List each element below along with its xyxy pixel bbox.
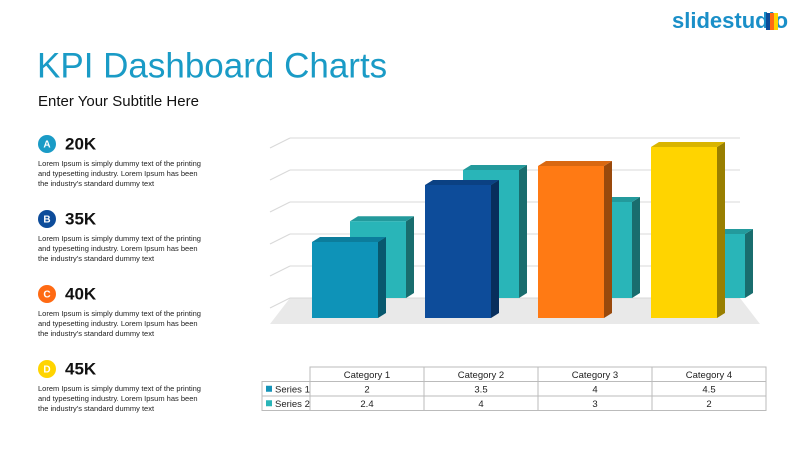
kpi-text: and typesetting industry. Lorem Ipsum ha…: [38, 169, 198, 178]
bar: [651, 142, 725, 318]
kpi-value: 45K: [65, 359, 97, 378]
category-label: Category 4: [686, 370, 732, 381]
badge: [38, 285, 56, 303]
bar-front: [312, 242, 378, 318]
table-value: 2.4: [360, 399, 373, 410]
bar-top: [350, 216, 414, 222]
badge-letter: C: [43, 290, 50, 301]
bar-top: [651, 142, 725, 147]
kpi-text: the industry's standard dummy text: [38, 179, 155, 188]
series-name: Series 2: [275, 399, 310, 410]
bar-top: [425, 180, 499, 185]
bar: [538, 161, 612, 318]
kpi-value: 20K: [65, 134, 97, 153]
kpi-text: the industry's standard dummy text: [38, 254, 155, 263]
kpi-value: 40K: [65, 284, 97, 303]
badge: [38, 360, 56, 378]
grid-line: [269, 297, 291, 309]
table-value: 4.5: [702, 384, 715, 395]
grid-line: [269, 265, 291, 277]
bar-top: [463, 165, 527, 170]
logo-icon: [774, 13, 778, 30]
kpi-text: Lorem Ipsum is simply dummy text of the …: [38, 384, 201, 393]
kpi-text: the industry's standard dummy text: [38, 329, 155, 338]
bar-front: [651, 147, 717, 318]
logo-icon: [770, 13, 774, 30]
grid-line: [269, 169, 291, 181]
series-name: Series 1: [275, 384, 310, 395]
kpi-text: Lorem Ipsum is simply dummy text of the …: [38, 234, 201, 243]
kpi-text: Lorem Ipsum is simply dummy text of the …: [38, 159, 201, 168]
badge: [38, 210, 56, 228]
bar-front: [425, 185, 491, 318]
grid-line: [269, 201, 291, 213]
bar: [312, 237, 386, 318]
category-label: Category 3: [572, 370, 618, 381]
badge-letter: D: [43, 365, 50, 376]
bar-side: [745, 229, 753, 298]
legend-swatch: [266, 385, 272, 392]
kpi-value: 35K: [65, 209, 97, 228]
bar-side: [717, 142, 725, 318]
kpi-text: and typesetting industry. Lorem Ipsum ha…: [38, 319, 198, 328]
badge: [38, 135, 56, 153]
table-value: 3.5: [474, 384, 487, 395]
bar-side: [406, 216, 414, 298]
bar-front: [538, 166, 604, 318]
legend-swatch: [266, 400, 272, 407]
logo-icon: [766, 13, 770, 30]
kpi-text: and typesetting industry. Lorem Ipsum ha…: [38, 244, 198, 253]
badge-letter: B: [43, 215, 50, 226]
title: KPI Dashboard Charts: [37, 46, 387, 85]
category-label: Category 2: [458, 370, 504, 381]
bar-top: [312, 237, 386, 242]
bar-side: [491, 180, 499, 318]
bar-side: [519, 165, 527, 298]
bar-top: [538, 161, 612, 166]
bar-side: [632, 197, 640, 298]
kpi-text: the industry's standard dummy text: [38, 404, 155, 413]
subtitle: Enter Your Subtitle Here: [38, 93, 199, 110]
bar: [425, 180, 499, 318]
table-value: 3: [592, 399, 597, 410]
kpi-text: and typesetting industry. Lorem Ipsum ha…: [38, 394, 198, 403]
bar-side: [604, 161, 612, 318]
floor: [270, 298, 760, 324]
table-value: 4: [478, 399, 483, 410]
category-label: Category 1: [344, 370, 390, 381]
table-value: 2: [364, 384, 369, 395]
bar-side: [378, 237, 386, 318]
grid-line: [269, 233, 291, 245]
kpi-text: Lorem Ipsum is simply dummy text of the …: [38, 309, 201, 318]
grid-line: [269, 137, 291, 149]
table-value: 4: [592, 384, 597, 395]
table-value: 2: [706, 399, 711, 410]
badge-letter: A: [43, 140, 50, 151]
